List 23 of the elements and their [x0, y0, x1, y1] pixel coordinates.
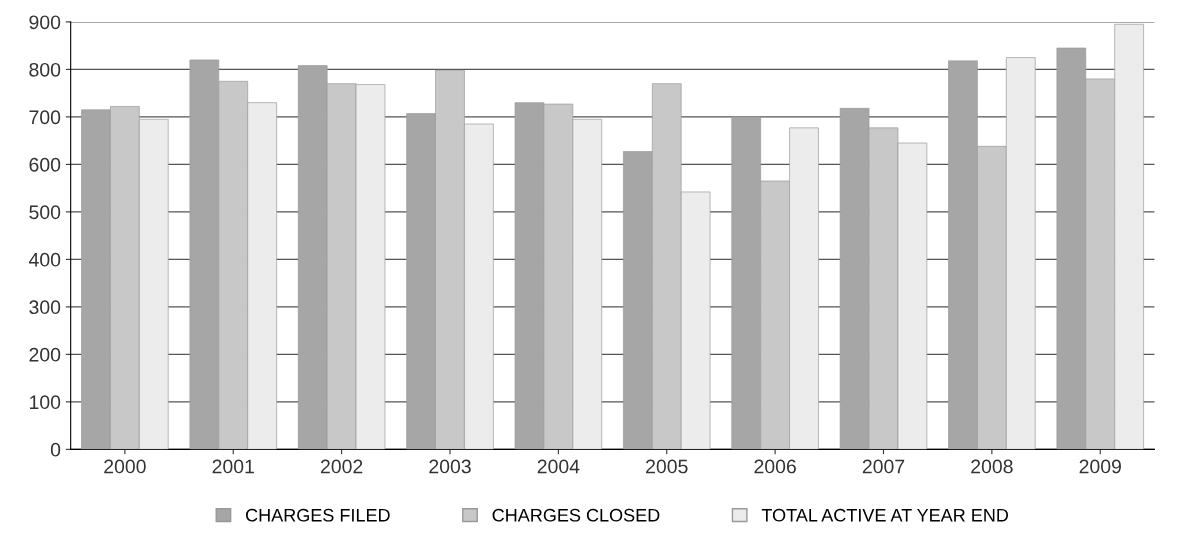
legend-label: CHARGES CLOSED	[492, 508, 660, 522]
y-tick-label: 300	[29, 300, 61, 315]
y-tick-label: 600	[29, 157, 61, 172]
y-tick-label: 200	[29, 347, 61, 362]
x-tick-label: 2005	[646, 459, 688, 474]
legend-label: TOTAL ACTIVE AT YEAR END	[761, 508, 1009, 522]
x-tick-label: 2000	[104, 459, 146, 474]
y-tick-label: 0	[50, 442, 61, 457]
y-tick-label: 800	[29, 62, 61, 77]
y-tick-label: 100	[30, 395, 61, 410]
y-tick-label: 400	[28, 252, 61, 267]
y-tick-label: 900	[29, 15, 61, 30]
legend-label: CHARGES FILED	[246, 508, 390, 522]
x-tick-label: 2008	[971, 459, 1013, 474]
x-tick-label: 2004	[537, 459, 580, 474]
y-tick-label: 500	[29, 205, 61, 220]
x-tick-label: 2002	[320, 459, 363, 474]
x-tick-label: 2001	[212, 459, 254, 474]
x-tick-label: 2003	[429, 459, 471, 474]
y-tick-label: 700	[29, 110, 61, 125]
x-tick-label: 2009	[1079, 459, 1121, 474]
x-tick-label: 2007	[862, 459, 905, 474]
x-tick-label: 2006	[754, 459, 796, 474]
